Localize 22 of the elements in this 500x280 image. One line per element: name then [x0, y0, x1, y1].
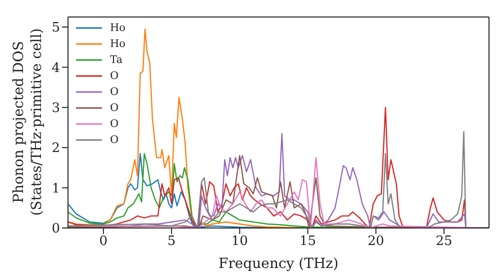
x-tick-label: 0: [99, 234, 108, 250]
x-tick-label: 15: [300, 234, 316, 250]
x-axis-title: Frequency (THz): [218, 256, 339, 272]
x-tick-label: 5: [167, 234, 176, 250]
legend-label: O: [110, 102, 119, 114]
legend-label: Ta: [110, 54, 122, 66]
legend-label: O: [110, 118, 119, 130]
legend-label: O: [110, 134, 119, 146]
legend-label: O: [110, 86, 119, 98]
x-tick-label: 25: [436, 234, 452, 250]
y-tick-label: 2: [52, 141, 60, 156]
x-tick-label: 10: [231, 234, 248, 250]
y-tick-label: 0: [52, 222, 60, 237]
y-tick-label: 4: [52, 60, 60, 76]
x-tick-label: 20: [368, 234, 384, 250]
y-axis-title: Phonon projected DOS (States/THz·primitive cell): [11, 28, 45, 216]
legend-label: Ho: [110, 22, 126, 34]
y-tick-label: 1: [52, 181, 60, 196]
y-tick-label: 3: [52, 101, 60, 116]
legend-label: Ho: [110, 38, 126, 50]
y-tick-label: 5: [52, 20, 60, 36]
legend-label: O: [110, 70, 119, 82]
